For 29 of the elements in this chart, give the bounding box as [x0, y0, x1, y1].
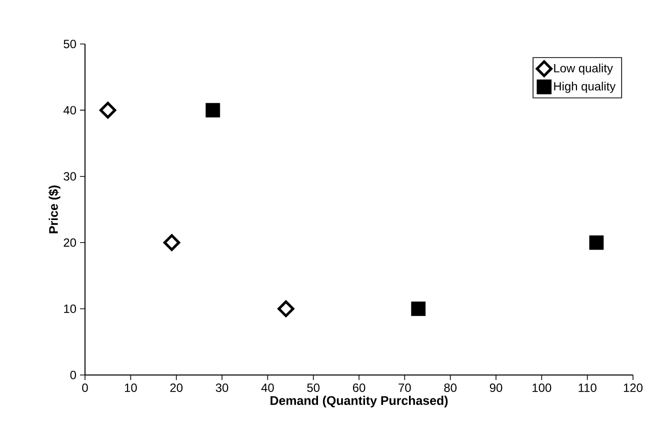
y-tick-label: 10 — [64, 304, 76, 314]
x-tick-label: 40 — [261, 384, 274, 392]
x-tick-label: 10 — [124, 384, 137, 392]
x-tick-label: 90 — [490, 384, 502, 392]
x-tick-label: 110 — [578, 384, 596, 392]
x-tick-label: 30 — [216, 384, 228, 392]
x-tick-label: 50 — [307, 384, 320, 392]
y-tick-label: 20 — [64, 238, 76, 247]
x-tick-label: 70 — [398, 384, 411, 392]
y-axis-title: Price ($) — [48, 186, 60, 234]
x-tick-label: 120 — [624, 384, 643, 392]
x-tick-label: 60 — [352, 384, 366, 392]
x-tick-label: 80 — [444, 384, 457, 392]
x-tick-label: 20 — [170, 384, 183, 392]
y-tick-label: 0 — [70, 370, 76, 380]
point — [163, 234, 180, 251]
point — [206, 102, 220, 118]
point — [589, 235, 604, 250]
x-axis-title: Demand (Quantity Purchased) — [270, 396, 448, 408]
y-tick-label: 30 — [64, 172, 76, 181]
x-tick-label: 0 — [82, 384, 88, 392]
x-tick-label: 100 — [532, 384, 552, 392]
point — [278, 300, 294, 318]
point — [99, 102, 116, 119]
legend-label: Low quality — [554, 64, 613, 75]
y-tick-label: 40 — [63, 106, 76, 114]
legend-label: High quality — [554, 82, 616, 93]
y-tick-label: 50 — [64, 40, 76, 48]
point — [411, 302, 426, 316]
